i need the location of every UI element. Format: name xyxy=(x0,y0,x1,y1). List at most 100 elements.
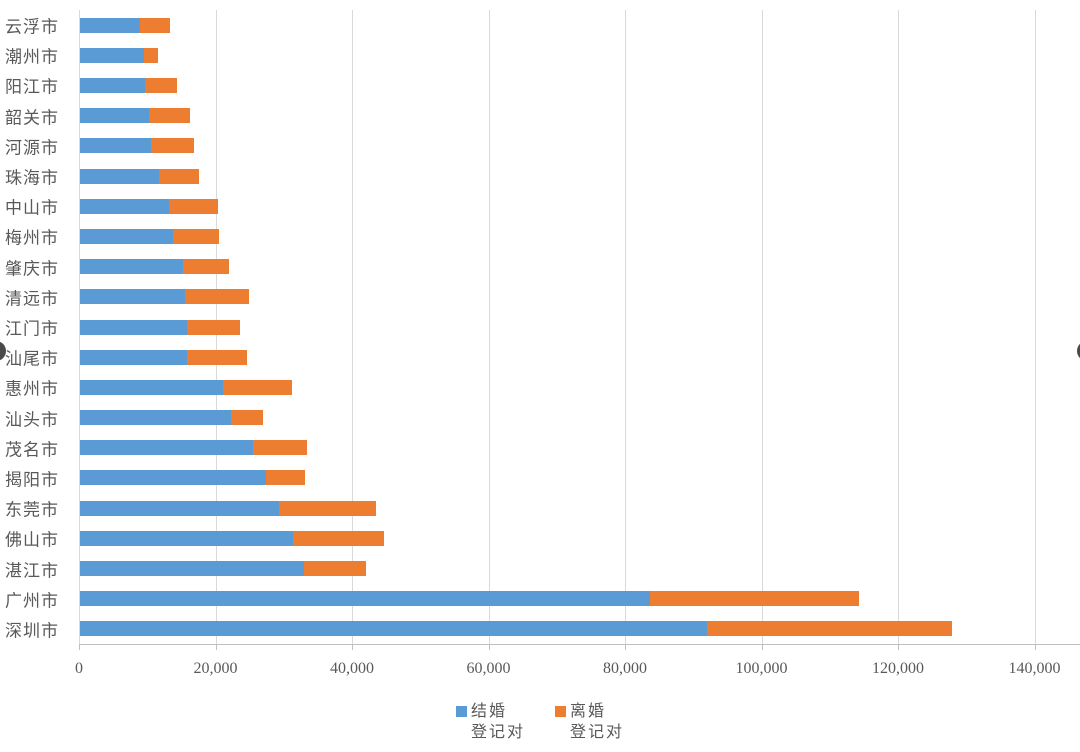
bar-segment-divorce xyxy=(252,440,307,456)
gridline xyxy=(898,10,899,644)
bar-row xyxy=(80,319,241,335)
bar-segment-marriage xyxy=(80,440,253,456)
bar-segment-marriage xyxy=(80,561,304,577)
y-axis-label: 深圳市 xyxy=(5,621,59,641)
carousel-next-button[interactable] xyxy=(1077,341,1080,361)
bar-segment-marriage xyxy=(80,349,188,365)
bar-row xyxy=(80,621,952,637)
bar-segment-divorce xyxy=(185,289,250,305)
bar-row xyxy=(80,591,859,607)
bar-segment-divorce xyxy=(187,319,241,335)
y-axis-label: 广州市 xyxy=(5,591,59,611)
y-axis-label: 江门市 xyxy=(5,319,59,339)
x-axis-tick-label: 80,000 xyxy=(603,660,647,677)
y-axis-label: 云浮市 xyxy=(5,17,59,37)
x-axis-tick xyxy=(352,644,353,650)
bar-row xyxy=(80,259,229,275)
x-axis-tick-label: 140,000 xyxy=(1008,660,1061,677)
x-axis-tick-label: 120,000 xyxy=(872,660,924,677)
x-axis-tick-label: 60,000 xyxy=(466,660,511,677)
bar-segment-marriage xyxy=(80,410,231,426)
y-axis-label: 汕头市 xyxy=(5,410,59,430)
y-axis-label: 东莞市 xyxy=(5,500,59,520)
bar-segment-marriage xyxy=(80,470,267,486)
x-axis-tick xyxy=(898,644,899,650)
y-axis-label: 湛江市 xyxy=(5,561,59,581)
bar-segment-marriage xyxy=(80,500,280,516)
y-axis-label: 珠海市 xyxy=(5,168,59,188)
bar-row xyxy=(80,17,171,33)
bar-row xyxy=(80,198,218,214)
bar-segment-marriage xyxy=(80,17,141,33)
x-axis-tick xyxy=(79,644,80,650)
bar-segment-marriage xyxy=(80,228,173,244)
bar-segment-divorce xyxy=(223,379,293,395)
legend-swatch-divorce xyxy=(555,706,566,717)
y-axis-label: 中山市 xyxy=(5,198,59,218)
bar-row xyxy=(80,138,194,154)
y-axis-label: 肇庆市 xyxy=(5,259,59,279)
gridline xyxy=(761,10,763,644)
x-axis-tick-label: 0 xyxy=(75,660,83,677)
bar-row xyxy=(80,530,384,546)
bar-row xyxy=(80,561,366,577)
bar-segment-divorce xyxy=(144,47,159,63)
legend-label: 结婚 登记对 xyxy=(470,703,525,741)
bar-segment-marriage xyxy=(80,168,160,184)
y-axis-label: 茂名市 xyxy=(5,440,59,460)
y-axis-label: 汕尾市 xyxy=(5,349,59,369)
x-axis-tick xyxy=(488,644,490,650)
bar-segment-marriage xyxy=(80,530,293,546)
y-axis-label: 佛山市 xyxy=(5,530,59,550)
carousel-prev-button[interactable] xyxy=(0,341,6,361)
y-axis-label: 清远市 xyxy=(5,289,59,309)
bar-segment-divorce xyxy=(144,77,177,93)
bar-row xyxy=(80,77,177,93)
y-axis-label: 潮州市 xyxy=(5,47,59,67)
bar-segment-divorce xyxy=(279,500,376,516)
bar-segment-divorce xyxy=(183,259,229,275)
bar-segment-divorce xyxy=(187,349,248,365)
bar-segment-divorce xyxy=(168,198,218,214)
x-axis-tick xyxy=(625,644,626,650)
gridline xyxy=(625,10,626,644)
bar-segment-marriage xyxy=(80,319,188,335)
legend: 结婚 登记对 离婚 登记对 xyxy=(0,702,1080,744)
bar-segment-divorce xyxy=(266,470,306,486)
bar-segment-divorce xyxy=(172,228,219,244)
bar-row xyxy=(80,500,376,516)
bar-row xyxy=(80,47,159,63)
y-axis-label: 梅州市 xyxy=(5,228,59,248)
bar-segment-marriage xyxy=(80,621,708,637)
bar-segment-marriage xyxy=(80,591,650,607)
x-axis-line xyxy=(79,644,1080,645)
x-axis-tick xyxy=(215,644,217,650)
gridline xyxy=(488,10,490,644)
bar-segment-marriage xyxy=(80,289,186,305)
bar-segment-divorce xyxy=(303,561,366,577)
bar-segment-marriage xyxy=(80,198,169,214)
x-axis-tick-label: 40,000 xyxy=(330,660,374,677)
bar-segment-marriage xyxy=(80,138,151,154)
legend-label: 离婚 登记对 xyxy=(570,703,625,741)
bar-segment-divorce xyxy=(649,591,859,607)
bar-segment-divorce xyxy=(159,168,200,184)
y-axis-label: 韶关市 xyxy=(5,108,59,128)
bar-segment-marriage xyxy=(80,379,224,395)
legend-swatch-marriage xyxy=(455,706,467,717)
bar-segment-divorce xyxy=(150,138,194,154)
bar-row xyxy=(80,108,190,124)
y-axis-label: 河源市 xyxy=(5,138,59,158)
bar-segment-divorce xyxy=(140,17,171,33)
y-axis-label: 惠州市 xyxy=(5,379,59,399)
bar-row xyxy=(80,440,307,456)
gridline xyxy=(79,10,80,644)
legend-item-divorce: 离婚 登记对 xyxy=(555,702,624,744)
bar-row xyxy=(80,289,250,305)
bar-segment-marriage xyxy=(80,77,145,93)
bar-row xyxy=(80,349,248,365)
legend-item-marriage: 结婚 登记对 xyxy=(455,702,525,744)
bar-row xyxy=(80,410,263,426)
bar-segment-marriage xyxy=(80,47,145,63)
